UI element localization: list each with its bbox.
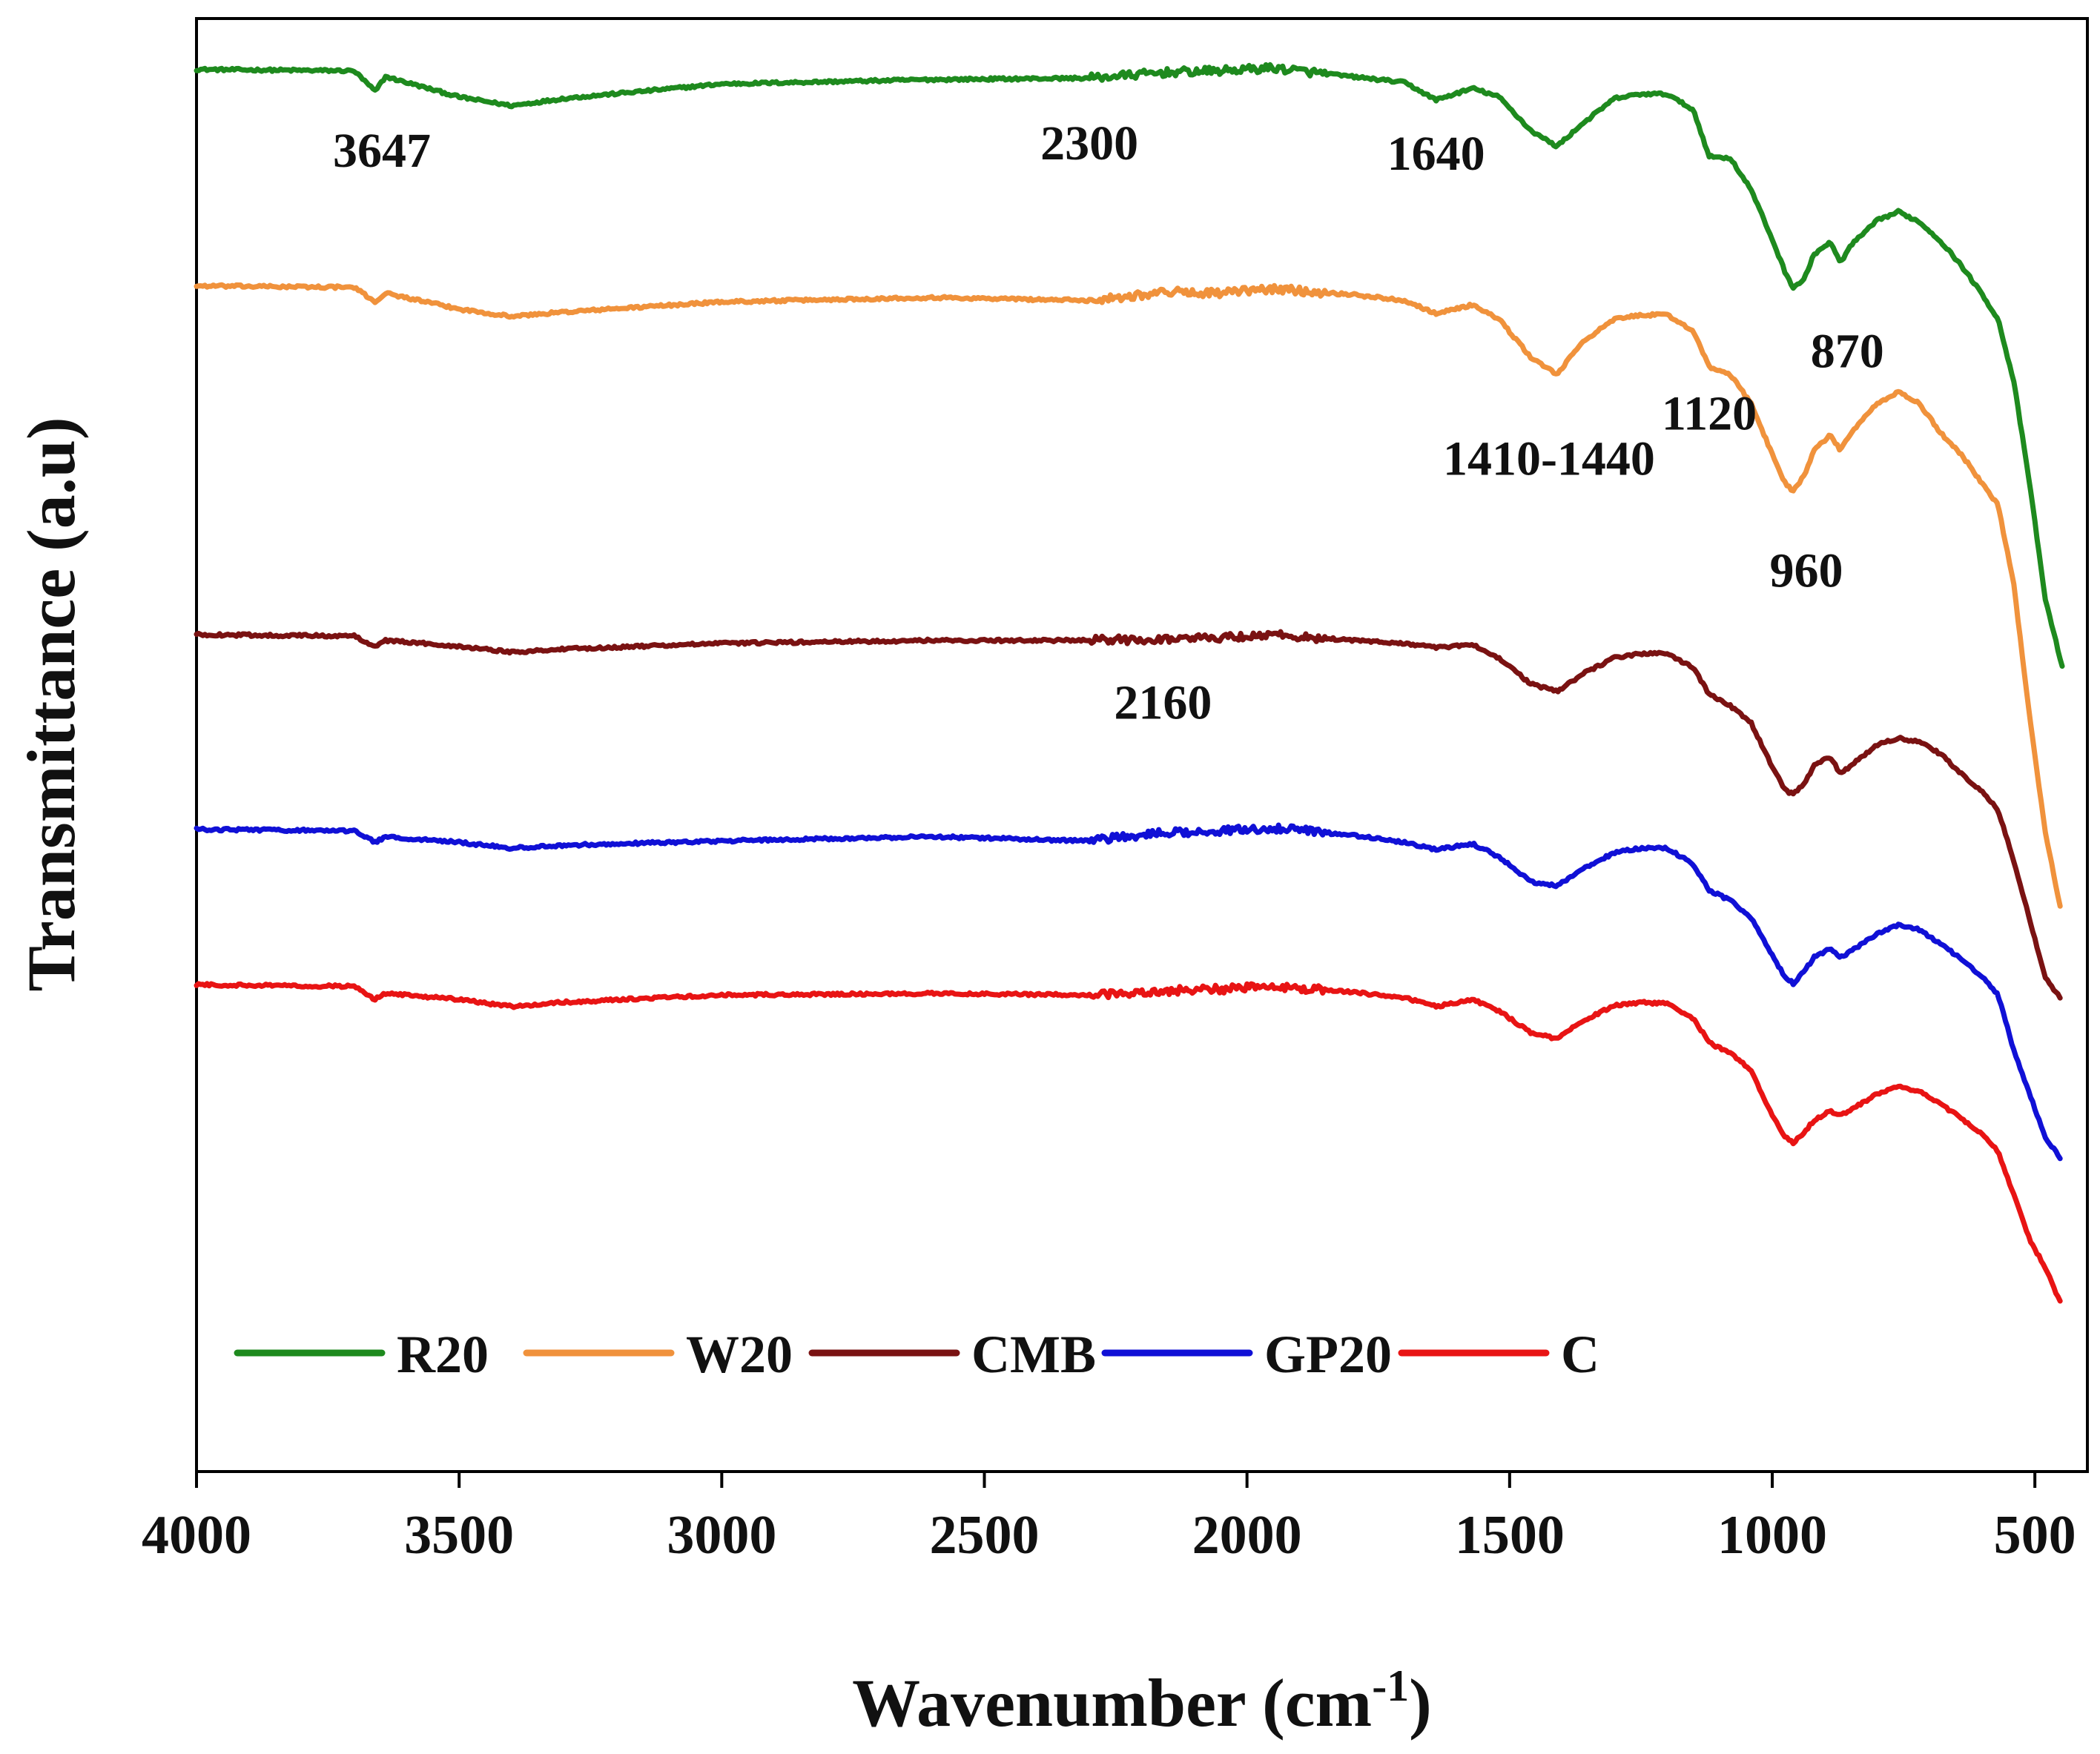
plot-frame — [195, 17, 2089, 1473]
series-line-w20 — [194, 282, 2063, 909]
x-tick-label: 4000 — [142, 1505, 251, 1566]
peak-label: 2160 — [1114, 676, 1212, 730]
x-tick-label: 3000 — [667, 1505, 776, 1566]
peak-label: 3647 — [333, 124, 431, 178]
axes: 4000 3500 3000 2500 2000 1500 1000 500 — [142, 17, 2089, 1566]
legend: R20 W20 CMB GP20 C — [234, 1325, 1599, 1384]
x-axis-title-main: Wavenumber (cm — [852, 1665, 1372, 1741]
peak-label: 1120 — [1662, 387, 1757, 441]
peak-label: 1410-1440 — [1443, 431, 1655, 486]
y-axis-title: Transmittance (a.u) — [13, 417, 89, 991]
peak-label: 960 — [1770, 543, 1843, 598]
series-line-gp20 — [194, 822, 2063, 1162]
x-axis-title: Wavenumber (cm-1) — [852, 1661, 1432, 1741]
x-tick-label: 500 — [1994, 1505, 2076, 1566]
x-tick-label: 1000 — [1717, 1505, 1827, 1566]
x-tick-label: 1500 — [1455, 1505, 1565, 1566]
series-line-r20 — [194, 62, 2065, 669]
legend-label-c: C — [1561, 1325, 1599, 1384]
legend-label-cmb: CMB — [971, 1325, 1096, 1384]
legend-label-gp20: GP20 — [1264, 1325, 1392, 1384]
peak-label: 2300 — [1040, 116, 1138, 171]
x-axis-title-close: ) — [1409, 1665, 1432, 1741]
x-axis-title-exponent: -1 — [1372, 1661, 1409, 1710]
x-tick-label: 2000 — [1192, 1505, 1302, 1566]
peak-label: 1640 — [1387, 127, 1485, 181]
series-line-c — [194, 981, 2063, 1304]
legend-label-r20: R20 — [397, 1325, 489, 1384]
legend-label-w20: W20 — [686, 1325, 793, 1384]
peak-label: 870 — [1811, 324, 1884, 378]
series-line-cmb — [194, 629, 2063, 1001]
x-tick-label: 3500 — [404, 1505, 514, 1566]
x-tick-label: 2500 — [930, 1505, 1040, 1566]
series-lines — [194, 62, 2065, 1304]
